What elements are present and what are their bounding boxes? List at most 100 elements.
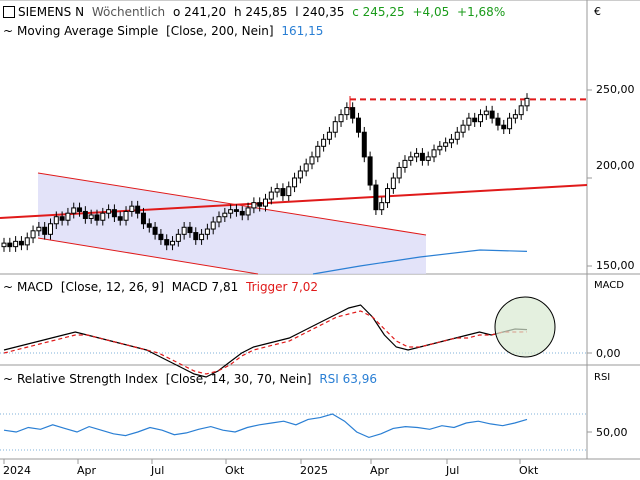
rsi-line [3,413,528,439]
candle-body [53,216,59,225]
candle-body [355,117,361,133]
candle-body [187,226,193,234]
candle-body [338,114,344,123]
change-value: +4,05 [412,5,450,19]
price-tick-200: 200,00 [596,159,635,172]
high-value: h 245,85 [233,5,288,19]
candle-body [274,188,280,193]
x-tick-label: Apr [370,464,390,477]
candle-body [443,142,449,147]
macd-params: [Close, 12, 26, 9] [60,280,164,294]
sma-line [312,249,528,275]
candle-body [82,210,88,219]
candle-body [350,107,356,119]
open-value: o 241,20 [173,5,227,19]
candle-body [489,110,495,119]
candle-body [460,124,466,133]
candle-body [88,214,94,219]
candle-body [24,237,30,246]
macd-tick-0: 0,00 [596,347,621,360]
candle-body [263,198,268,207]
candle-body [199,233,205,241]
candle-body [158,233,164,241]
macd-name: MACD [17,280,53,294]
macd-value: MACD 7,81 [171,280,239,294]
candle-body [518,105,524,116]
x-tick-label: Okt [225,464,245,477]
candle-body [204,228,210,235]
candle-body [164,239,170,246]
candle-body [390,177,396,190]
collapse-icon[interactable] [3,5,15,18]
candle-body [251,202,257,209]
candle-body [42,226,48,235]
line-icon: ~ [3,372,14,386]
rsi-params: [Close, 14, 30, 70, Nein] [165,372,312,386]
candle-body [512,114,518,119]
candle-body [344,107,350,116]
candle-body [408,156,414,161]
rsi-tick-50: 50,00 [596,426,628,439]
rsi-legend: ~ Relative Strength Index [Close, 14, 30,… [3,372,377,386]
candle-body [222,212,228,218]
candle-body [478,114,484,123]
candle-body [454,131,460,140]
candle-body [361,131,367,158]
sma-value: 161,15 [281,24,324,38]
candle-body [507,117,513,130]
candle-body [292,177,298,188]
candle-body [448,138,454,144]
candle-body [47,223,53,235]
sma-legend: ~ Moving Average Simple [Close, 200, Nein… [3,24,323,38]
macd-line [3,304,528,378]
candle-body [65,212,71,221]
candle-body [152,226,158,235]
candle-body [13,240,19,248]
candle-body [146,223,152,228]
candle-body [309,156,315,165]
change-percent: +1,68% [457,5,506,19]
candle-body [257,202,263,207]
interval-label: Wöchentlich [91,5,166,19]
candle-body [268,191,274,200]
candle-body [129,205,135,212]
low-value: l 240,35 [295,5,345,19]
candle-body [7,242,13,248]
candle-body [414,152,420,158]
candle-body [36,226,42,232]
candle-body [524,97,530,107]
candle-body [396,166,402,179]
candle-body [402,159,408,168]
line-icon: ~ [3,24,14,38]
candle-body [245,207,251,216]
candle-body [332,121,338,133]
currency-label: € [594,5,601,18]
candle-body [175,233,181,242]
candle-body [170,240,176,246]
macd-axis-title: MACD [594,280,624,291]
x-tick-label: 2025 [300,464,328,477]
candle-body [472,117,478,123]
candle-body [100,212,106,221]
candle-body [210,221,216,230]
candle-body [326,131,332,140]
channel-fill [38,173,426,274]
candle-body [379,202,385,211]
candle-body [135,205,141,214]
candle-body [140,212,146,225]
candle-body [94,214,100,221]
candle-body [280,188,286,197]
close-value: c 245,25 [352,5,405,19]
rsi-value: RSI 63,96 [319,372,377,386]
candle-body [385,188,391,204]
candle-body [77,207,83,212]
candle-body [286,186,292,197]
x-tick-label: Jul [151,464,165,477]
candle-body [123,210,129,221]
trend-line [0,184,588,219]
highlight-circle [494,296,556,358]
candle-body [321,138,327,147]
price-tick-250: 250,00 [596,83,635,96]
